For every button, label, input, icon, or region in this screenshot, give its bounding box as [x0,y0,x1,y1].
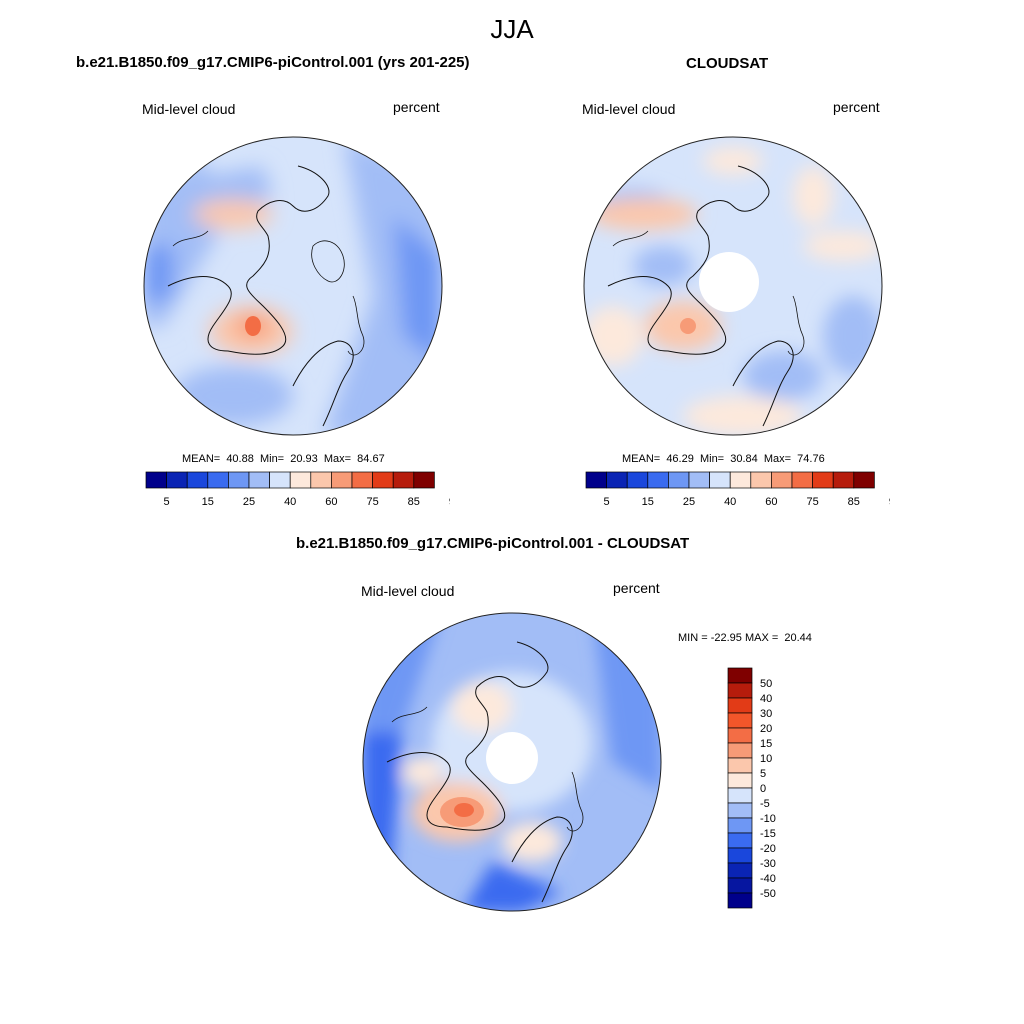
colorbar-model-swatch [207,471,229,489]
colorbar-difference-tick-label: 5 [760,768,766,780]
colorbar-difference-tick-label: 30 [760,708,772,720]
colorbar-cloudsat-tick-label: 40 [724,496,736,508]
colorbar-difference-swatch [727,847,753,864]
colorbar-model-tick-label: 95 [449,496,450,508]
colorbar-cloudsat-tick-label: 95 [889,496,890,508]
colorbar-difference-tick-label: -15 [760,828,776,840]
colorbar-difference-swatch [727,727,753,744]
panel1-units-label: percent [393,99,440,115]
colorbar-cloudsat-tick-label: 25 [683,496,695,508]
colorbar-difference-swatch [727,802,753,819]
colorbar-cloudsat-swatch [626,471,649,489]
colorbar-model-swatch [228,471,250,489]
colorbar-difference-tick-label: -30 [760,858,776,870]
colorbar-model-swatch [392,471,415,489]
colorbar-cloudsat: 5 15 25 40 60 75 85 95 [585,471,890,508]
colorbar-cloudsat-swatch [585,471,607,489]
colorbar-cloudsat-tick-label: 60 [765,496,777,508]
colorbar-model-tick-label: 75 [366,496,378,508]
colorbar-cloudsat-swatch [812,471,834,489]
colorbar-difference-tick-label: -5 [760,798,770,810]
colorbar-difference-tick-label: -40 [760,873,776,885]
colorbar-difference-swatch [727,712,753,729]
colorbar-difference-swatch [727,787,753,804]
panel1-variable-label: Mid-level cloud [142,101,236,117]
colorbar-cloudsat-swatch [647,471,669,489]
colorbar-difference-swatch [727,697,753,714]
colorbar-difference-tick-label: 15 [760,738,772,750]
season-title: JJA [490,14,534,44]
panel3-units-label: percent [613,580,660,596]
colorbar-cloudsat-tick-label: 15 [642,496,654,508]
map-model [143,136,443,436]
colorbar-model-swatch [310,471,332,489]
colorbar-cloudsat-swatch [709,471,731,489]
colorbar-cloudsat-swatch [791,471,813,489]
panel2-variable-label: Mid-level cloud [582,101,676,117]
panel3-stats: MIN = -22.95 MAX = 20.44 [678,632,812,644]
panel2-title: CLOUDSAT [686,55,769,72]
colorbar-difference-swatch [727,817,753,834]
colorbar-difference-swatch [727,862,753,879]
colorbar-cloudsat-tick-label: 85 [848,496,860,508]
colorbar-model-tick-label: 40 [284,496,296,508]
colorbar-difference-tick-label: 40 [760,693,772,705]
colorbar-cloudsat-swatch [750,471,772,489]
colorbar-model-swatch [186,471,209,489]
colorbar-cloudsat-swatch [668,471,690,489]
colorbar-cloudsat-swatch [729,471,752,489]
panel1-stats: MEAN= 40.88 Min= 20.93 Max= 84.67 [182,453,385,465]
colorbar-difference-swatch [727,742,753,759]
colorbar-model-tick-label: 25 [243,496,255,508]
colorbar-model-swatch [145,471,167,489]
colorbar-cloudsat-swatch [853,471,875,489]
colorbar-difference-tick-label: 0 [760,783,766,795]
panel3-variable-label: Mid-level cloud [361,583,455,599]
panel3-title: b.e21.B1850.f09_g17.CMIP6-piControl.001 … [296,535,690,552]
colorbar-model-tick-label: 15 [202,496,214,508]
colorbar-model-swatch [166,471,188,489]
colorbar-difference-swatch [727,877,753,894]
colorbar-cloudsat-swatch [606,471,628,489]
colorbar-difference-swatch [727,832,753,849]
colorbar-difference-swatch [727,757,753,774]
colorbar-difference-tick-label: -50 [760,888,776,900]
colorbar-model-swatch [372,471,394,489]
colorbar-model-tick-label: 5 [164,496,170,508]
colorbar-difference-tick-label: -20 [760,843,776,855]
colorbar-difference-tick-label: 10 [760,753,772,765]
map-cloudsat [583,136,883,436]
colorbar-difference-swatch [727,892,753,909]
colorbar-model-swatch [269,471,291,489]
colorbar-model-swatch [331,471,353,489]
colorbar-difference-tick-label: 50 [760,678,772,690]
colorbar-cloudsat-tick-label: 75 [806,496,818,508]
colorbar-difference-tick-label: 20 [760,723,772,735]
colorbar-difference-swatch [727,682,753,699]
colorbar-cloudsat-swatch [688,471,710,489]
colorbar-difference-swatch [727,772,753,789]
colorbar-model-swatch [248,471,270,489]
colorbar-cloudsat-swatch [771,471,793,489]
colorbar-model-swatch [351,471,373,489]
panel2-stats: MEAN= 46.29 Min= 30.84 Max= 74.76 [622,453,825,465]
colorbar-model-tick-label: 85 [408,496,420,508]
panel1-title: b.e21.B1850.f09_g17.CMIP6-piControl.001 … [76,54,470,71]
colorbar-cloudsat-swatch [832,471,855,489]
colorbar-model-tick-label: 60 [325,496,337,508]
colorbar-model-swatch [289,471,312,489]
colorbar-difference-swatch [727,667,753,684]
colorbar-model: 5 15 25 40 60 75 85 95 [145,471,450,508]
panel2-units-label: percent [833,99,880,115]
colorbar-model-swatch [413,471,435,489]
colorbar-cloudsat-tick-label: 5 [604,496,610,508]
colorbar-difference-tick-label: -10 [760,813,776,825]
map-difference [362,612,662,912]
